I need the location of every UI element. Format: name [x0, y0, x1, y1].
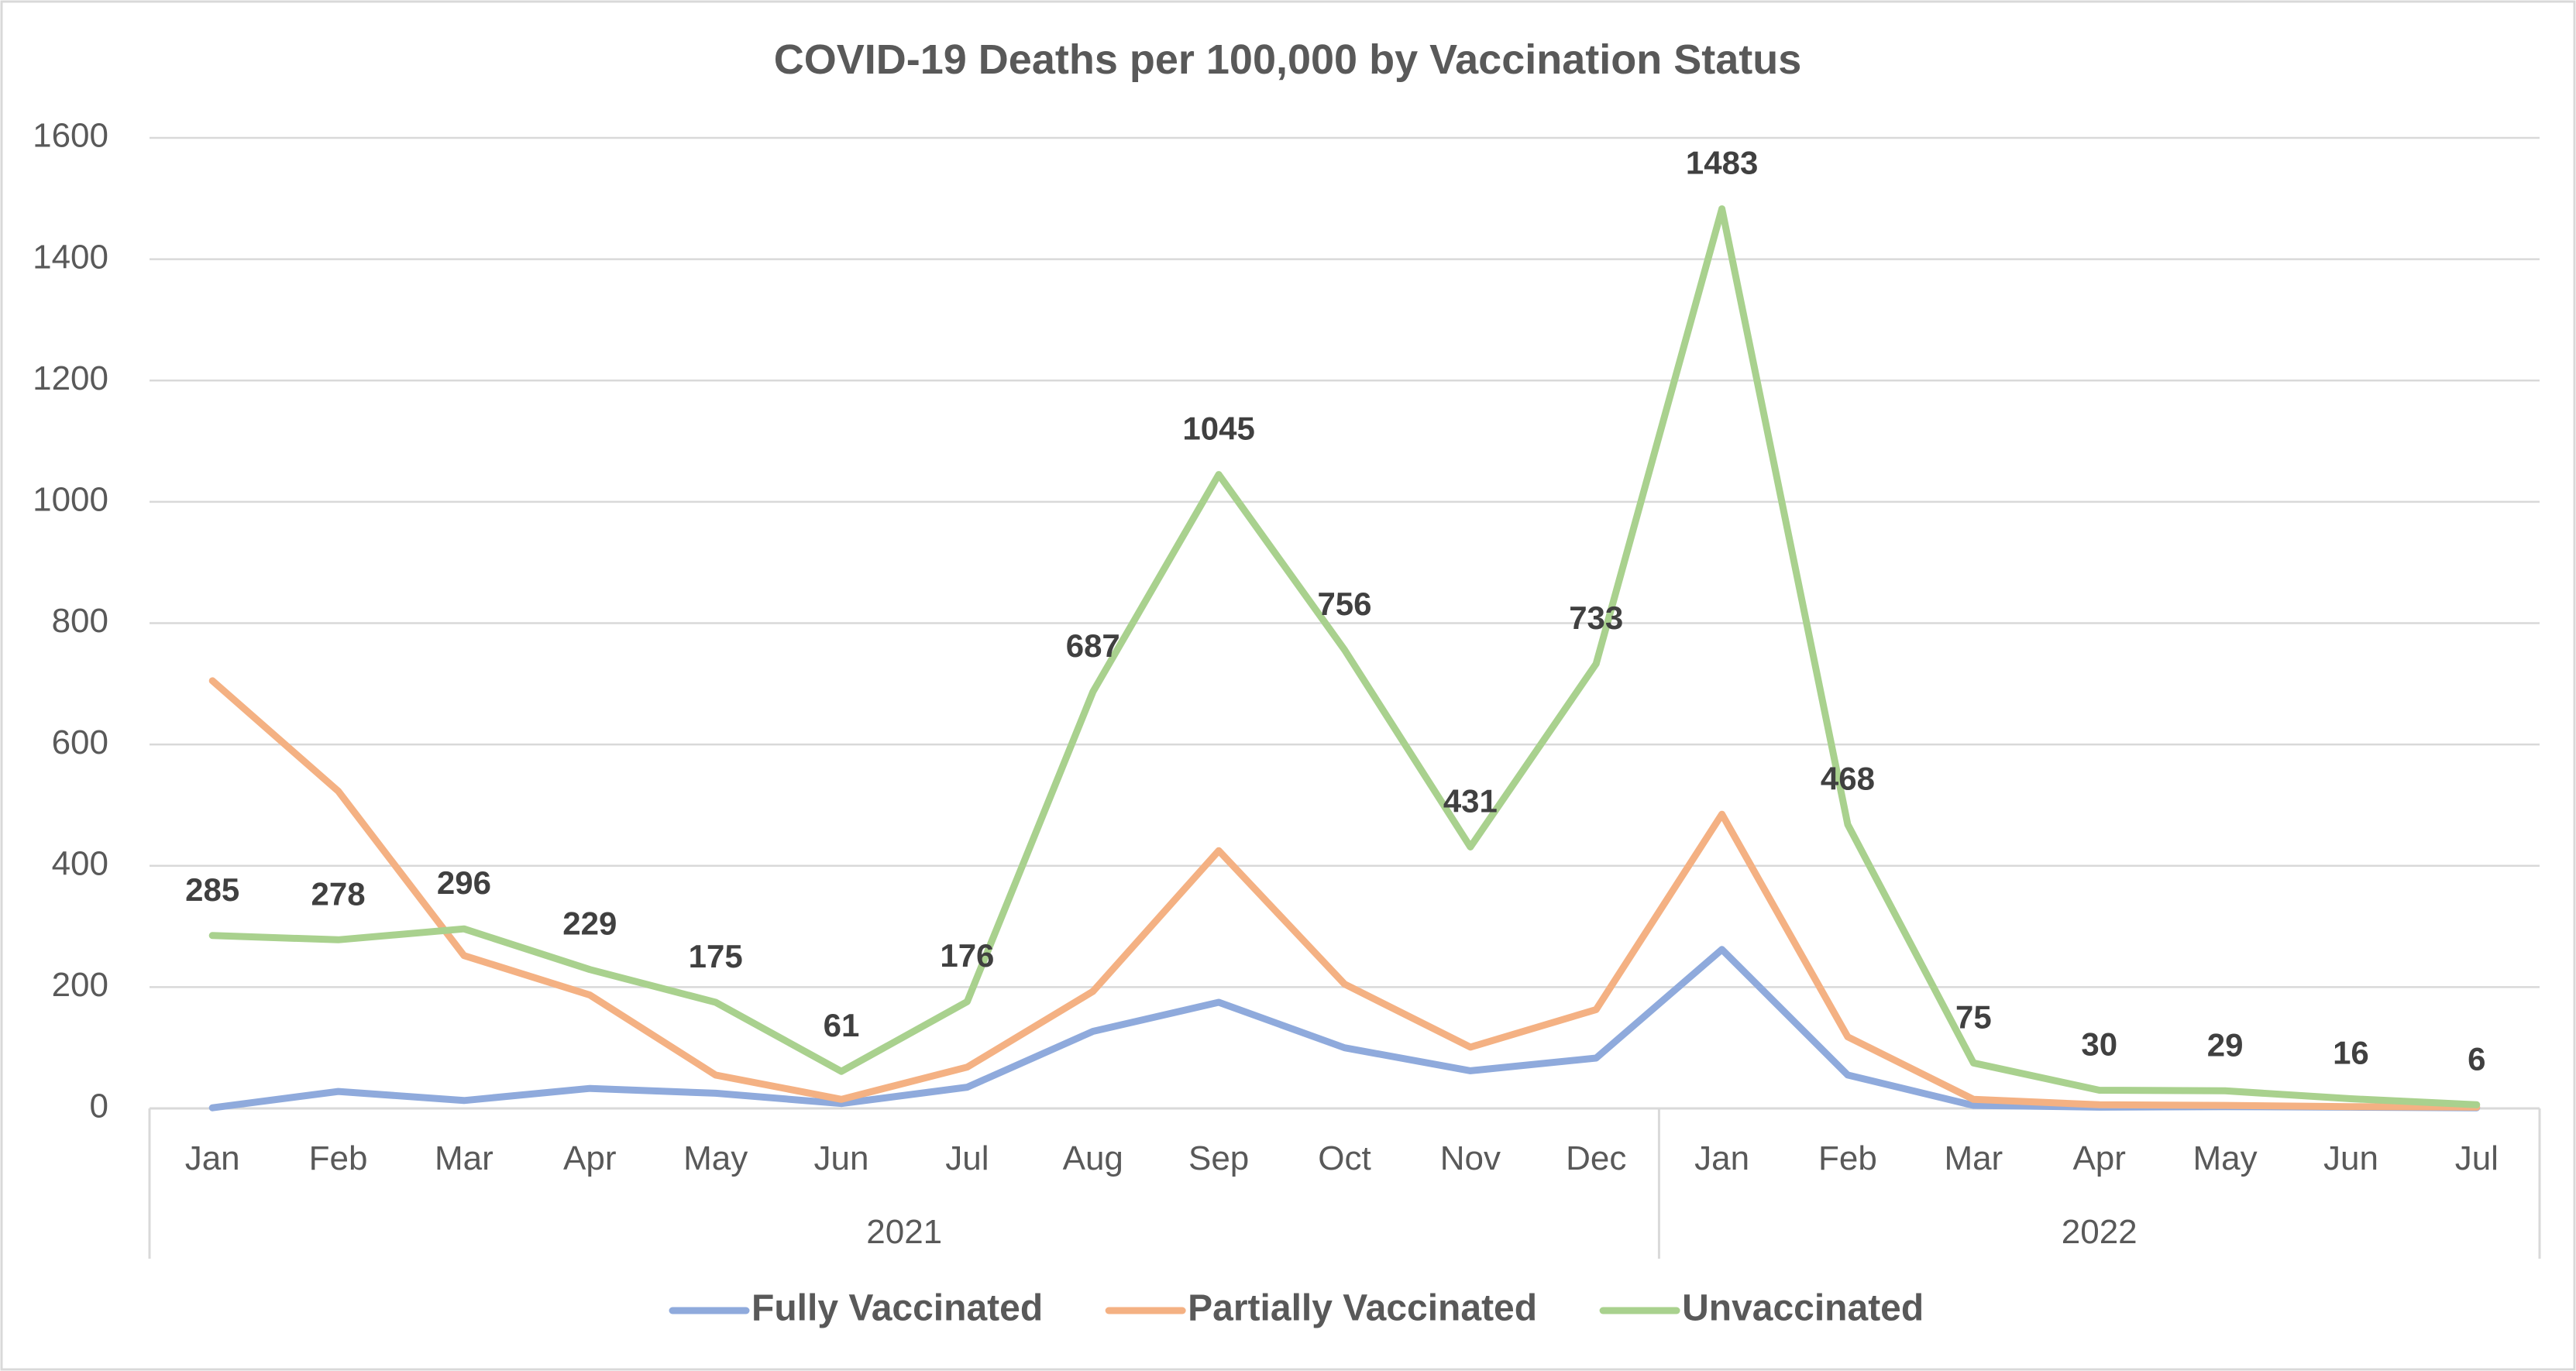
x-tick-label: Sep [1188, 1139, 1249, 1177]
x-tick-label: Mar [1944, 1139, 2003, 1177]
year-group-label: 2021 [866, 1213, 942, 1251]
data-label: 175 [689, 938, 743, 974]
y-tick-label: 600 [52, 723, 108, 761]
y-axis-ticks: 0 200 400 600 800 1000 1200 1400 1600 [33, 117, 108, 1125]
gridlines [150, 136, 2540, 988]
legend-label: Fully Vaccinated [751, 1288, 1043, 1329]
data-label: 431 [1443, 782, 1498, 819]
data-labels: 285 278 2962291756117668710457564317331483… [185, 145, 2485, 1077]
data-label: 285 [185, 871, 239, 908]
x-tick-label: Dec [1566, 1139, 1626, 1177]
series-line-partially-vaccinated [208, 677, 2481, 1111]
x-tick-label: Mar [435, 1139, 494, 1177]
data-label: 61 [824, 1007, 860, 1043]
x-tick-label: Jan [185, 1139, 240, 1177]
y-tick-label: 200 [52, 966, 108, 1004]
x-tick-label: Apr [563, 1139, 616, 1177]
x-tick-label: Jan [1694, 1139, 1749, 1177]
data-label: 756 [1317, 586, 1371, 622]
series-lines [208, 205, 2481, 1112]
data-label: 1483 [1686, 145, 1758, 181]
x-tick-label: Nov [1440, 1139, 1501, 1177]
year-group-label: 2022 [2062, 1213, 2137, 1251]
x-tick-label: Aug [1063, 1139, 1123, 1177]
data-label: 75 [1955, 998, 1992, 1035]
legend-item: Unvaccinated [1599, 1288, 1924, 1329]
legend-label: Partially Vaccinated [1188, 1288, 1537, 1329]
x-tick-label: Jun [2323, 1139, 2378, 1177]
data-label: 296 [437, 864, 491, 901]
x-axis: Jan Feb Mar Apr May Jun Jul Aug Sep Oct Nov Dec Jan F… [148, 1107, 2541, 1259]
data-label: 6 [2468, 1040, 2485, 1077]
data-label: 16 [2333, 1034, 2369, 1070]
data-label: 29 [2207, 1026, 2244, 1063]
chart-title: COVID-19 Deaths per 100,000 by Vaccinati… [774, 36, 1802, 83]
data-label: 278 [311, 875, 366, 912]
x-tick-label: Jul [945, 1139, 989, 1177]
data-label: 30 [2081, 1026, 2117, 1063]
x-tick-label: Oct [1318, 1139, 1371, 1177]
y-tick-label: 0 [90, 1088, 108, 1125]
series-line-unvaccinated [208, 205, 2481, 1108]
y-tick-label: 800 [52, 602, 108, 640]
legend-item: Partially Vaccinated [1105, 1288, 1537, 1329]
legend-label: Unvaccinated [1682, 1288, 1924, 1329]
data-label: 733 [1569, 600, 1623, 636]
y-tick-label: 1200 [33, 359, 108, 397]
y-tick-label: 400 [52, 844, 108, 882]
x-tick-label: Jul [2455, 1139, 2499, 1177]
data-label: 176 [940, 937, 994, 974]
x-tick-label: Jun [814, 1139, 869, 1177]
data-label: 468 [1821, 760, 1875, 796]
legend-item: Fully Vaccinated [669, 1288, 1043, 1329]
legend: Fully Vaccinated Partially Vaccinated Unva… [669, 1288, 1924, 1329]
data-label: 229 [562, 905, 617, 942]
y-tick-label: 1600 [33, 117, 108, 155]
y-tick-label: 1000 [33, 481, 108, 519]
y-tick-label: 1400 [33, 238, 108, 276]
x-tick-label: Apr [2072, 1139, 2125, 1177]
x-tick-label: May [683, 1139, 748, 1177]
data-label: 687 [1066, 627, 1120, 664]
x-tick-label: Feb [1818, 1139, 1877, 1177]
x-tick-label: May [2193, 1139, 2258, 1177]
data-label: 1045 [1182, 411, 1254, 447]
x-tick-label: Feb [309, 1139, 368, 1177]
